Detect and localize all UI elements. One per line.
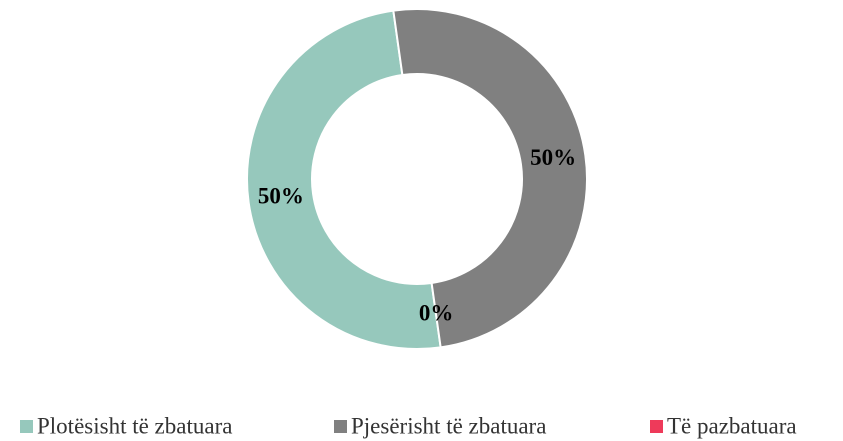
legend-label: Të pazbatuara: [667, 413, 797, 438]
legend-swatch: [334, 420, 347, 433]
data-label: 0%: [419, 300, 454, 325]
donut-slice: [246, 9, 442, 350]
legend-label: Pjesërisht të zbatuara: [351, 413, 546, 438]
data-label: 50%: [258, 183, 304, 208]
data-label: 50%: [530, 145, 576, 170]
legend-label: Plotësisht të zbatuara: [37, 413, 232, 438]
donut-slice: [392, 8, 588, 349]
legend-swatch: [20, 420, 33, 433]
legend-swatch: [650, 420, 663, 433]
